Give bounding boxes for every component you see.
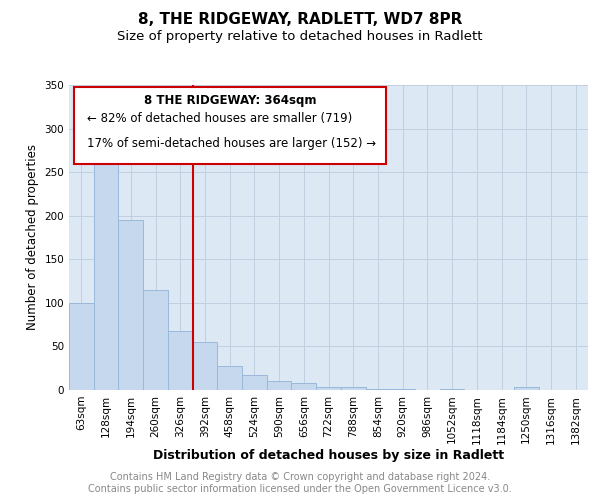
FancyBboxPatch shape xyxy=(74,86,386,164)
Text: ← 82% of detached houses are smaller (719): ← 82% of detached houses are smaller (71… xyxy=(87,112,352,126)
Bar xyxy=(118,220,143,390)
Text: 17% of semi-detached houses are larger (152) →: 17% of semi-detached houses are larger (… xyxy=(87,137,376,150)
Text: 8, THE RIDGEWAY, RADLETT, WD7 8PR: 8, THE RIDGEWAY, RADLETT, WD7 8PR xyxy=(138,12,462,28)
Bar xyxy=(390,389,415,390)
Bar xyxy=(292,383,316,390)
X-axis label: Distribution of detached houses by size in Radlett: Distribution of detached houses by size … xyxy=(153,449,504,462)
Text: Contains HM Land Registry data © Crown copyright and database right 2024.
Contai: Contains HM Land Registry data © Crown c… xyxy=(88,472,512,494)
Bar xyxy=(69,303,94,390)
Bar xyxy=(242,375,267,390)
Bar xyxy=(316,386,341,390)
Text: 8 THE RIDGEWAY: 364sqm: 8 THE RIDGEWAY: 364sqm xyxy=(143,94,316,107)
Bar xyxy=(168,330,193,390)
Bar xyxy=(143,290,168,390)
Bar xyxy=(440,389,464,390)
Bar xyxy=(341,386,365,390)
Bar xyxy=(193,342,217,390)
Bar xyxy=(365,389,390,390)
Bar xyxy=(217,366,242,390)
Y-axis label: Number of detached properties: Number of detached properties xyxy=(26,144,39,330)
Text: Size of property relative to detached houses in Radlett: Size of property relative to detached ho… xyxy=(117,30,483,43)
Bar xyxy=(94,153,118,390)
Bar xyxy=(514,388,539,390)
Bar xyxy=(267,382,292,390)
